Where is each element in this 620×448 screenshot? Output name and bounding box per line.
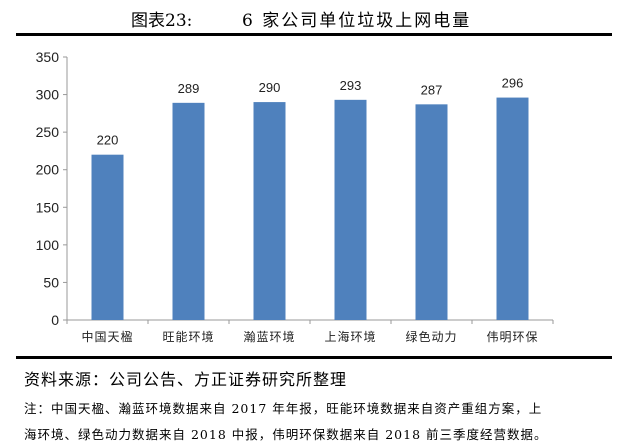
x-tick-label: 中国天楹	[81, 329, 133, 344]
x-tick-label: 绿色动力	[405, 329, 457, 344]
note-line-1: 注：中国天楹、瀚蓝环境数据来自 2017 年年报，旺能环境数据来自资产重组方案，…	[24, 401, 543, 416]
bar-chart: 0 50 100 150 200 250 300 350 220 中国天楹 289 旺能环境 290 瀚蓝…	[36, 49, 554, 344]
bar-旺能环境	[172, 102, 205, 320]
figure-number: 图表23:	[131, 11, 193, 31]
x-tick-label: 瀚蓝环境	[243, 329, 295, 344]
y-tick-label: 0	[51, 312, 59, 328]
x-tick-label: 旺能环境	[162, 329, 214, 344]
data-label: 293	[340, 78, 362, 93]
data-label: 220	[97, 133, 119, 148]
bar-绿色动力	[415, 104, 448, 320]
data-label: 290	[259, 80, 281, 95]
y-tick-label: 250	[36, 124, 60, 140]
y-tick-label: 100	[36, 237, 60, 253]
bar-伟明环保	[496, 97, 529, 320]
data-label: 296	[502, 76, 524, 91]
x-tick-label: 上海环境	[324, 329, 376, 344]
bar-瀚蓝环境	[253, 102, 286, 320]
bottom-rule	[16, 356, 612, 359]
bar-中国天楹	[91, 154, 124, 320]
y-tick-label: 300	[36, 87, 60, 103]
y-tick-label: 50	[43, 274, 59, 290]
figure-title: 6 家公司单位垃圾上网电量	[242, 11, 472, 31]
bar-上海环境	[334, 99, 367, 321]
x-tick-label: 伟明环保	[486, 330, 538, 344]
note-line-2: 海环境、绿色动力数据来自 2018 中报，伟明环保数据来自 2018 前三季度经…	[24, 427, 548, 442]
source-text: 资料来源：公司公告、方正证券研究所整理	[24, 370, 348, 389]
top-rule	[16, 33, 612, 36]
y-tick-label: 200	[36, 162, 60, 178]
y-tick-label: 150	[36, 199, 60, 215]
y-tick-label: 350	[36, 49, 60, 65]
data-label: 289	[178, 81, 200, 96]
data-label: 287	[421, 82, 443, 97]
